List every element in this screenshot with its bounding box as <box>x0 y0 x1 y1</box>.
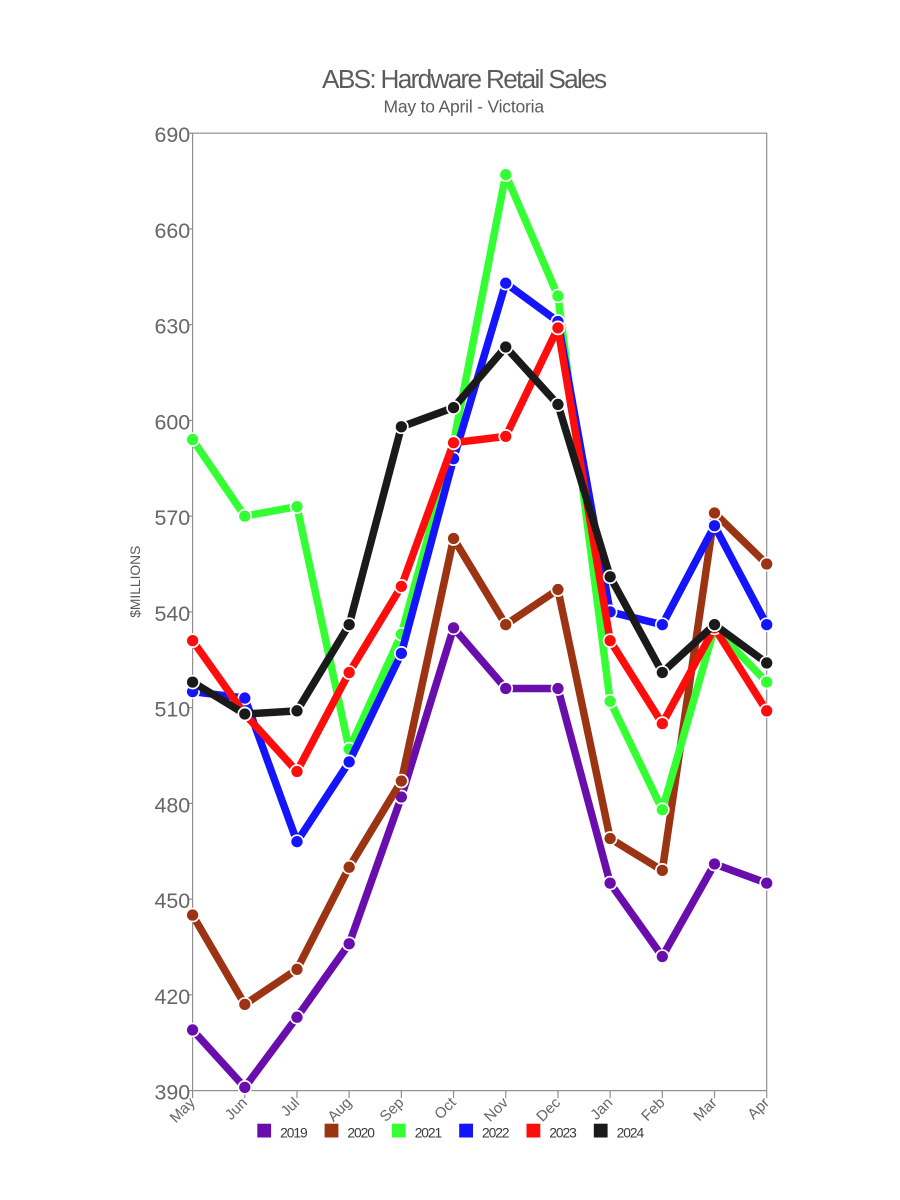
svg-text:May to April - Victoria: May to April - Victoria <box>383 97 544 117</box>
svg-text:450: 450 <box>154 889 190 913</box>
svg-text:2019: 2019 <box>280 1125 308 1140</box>
svg-text:630: 630 <box>154 315 190 339</box>
svg-text:660: 660 <box>154 219 190 243</box>
svg-text:ABS: Hardware Retail Sales: ABS: Hardware Retail Sales <box>322 64 607 94</box>
svg-text:2020: 2020 <box>347 1125 375 1140</box>
svg-text:2023: 2023 <box>549 1125 577 1140</box>
svg-text:2022: 2022 <box>482 1125 509 1140</box>
svg-text:$MILLIONS: $MILLIONS <box>128 546 143 618</box>
svg-text:510: 510 <box>154 698 190 722</box>
svg-text:420: 420 <box>154 985 190 1009</box>
svg-text:600: 600 <box>154 410 190 434</box>
svg-text:2024: 2024 <box>617 1125 645 1140</box>
svg-text:570: 570 <box>154 506 190 530</box>
svg-text:540: 540 <box>154 602 190 626</box>
svg-text:390: 390 <box>154 1081 190 1105</box>
svg-text:2021: 2021 <box>415 1125 442 1140</box>
svg-text:480: 480 <box>154 793 190 817</box>
svg-text:690: 690 <box>154 123 190 147</box>
